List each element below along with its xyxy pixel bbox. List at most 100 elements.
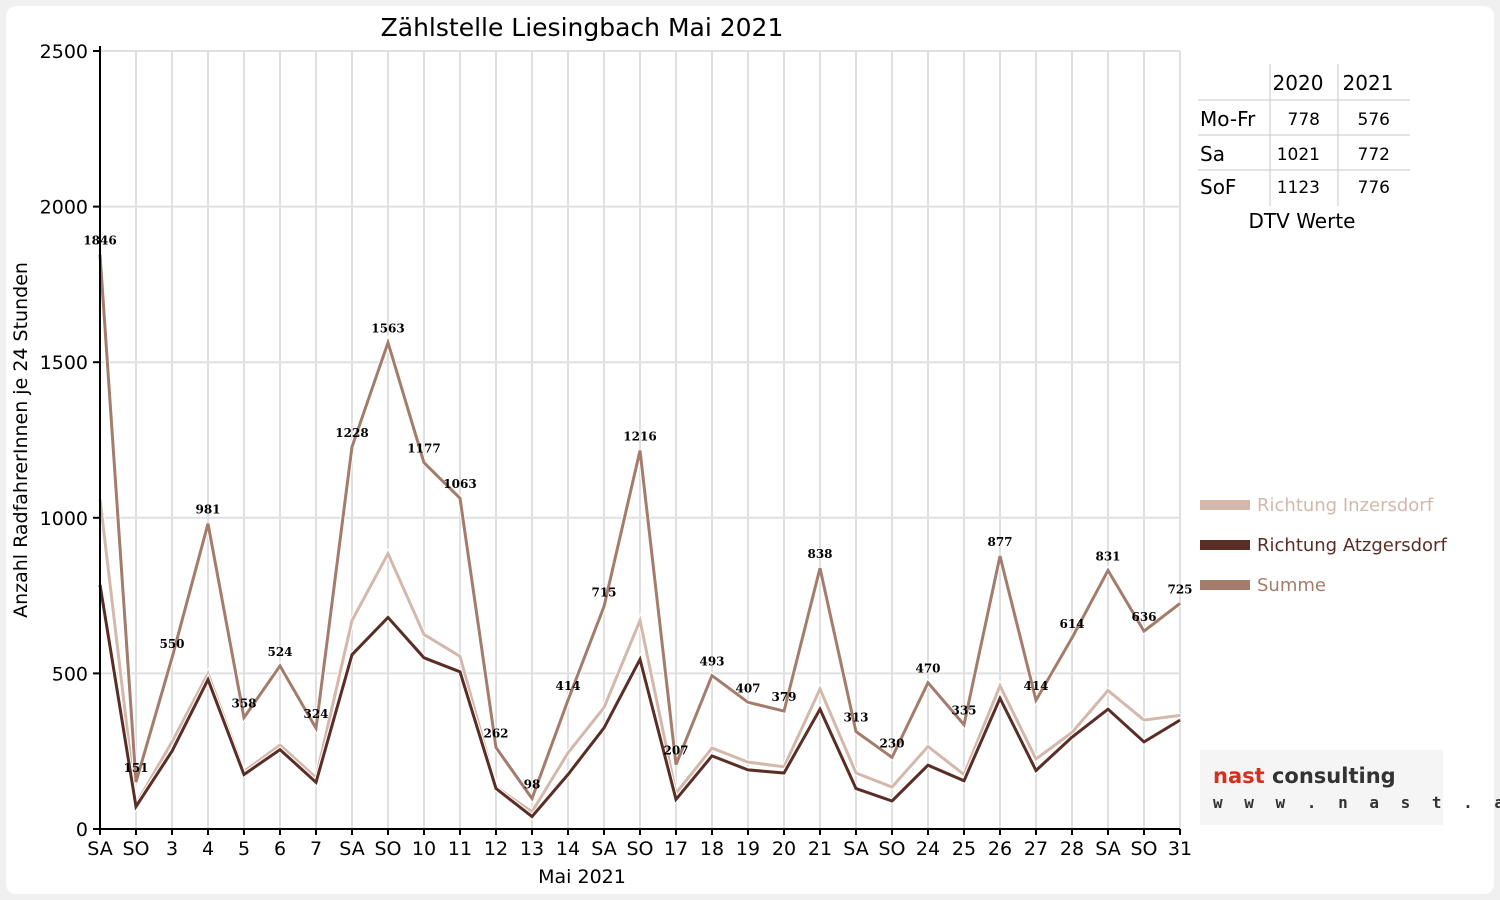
x-tick-label: 5 bbox=[238, 838, 250, 860]
data-label: 981 bbox=[195, 503, 220, 517]
chart-frame bbox=[6, 6, 1494, 894]
x-axis-label: Mai 2021 bbox=[538, 866, 626, 888]
data-label: 1216 bbox=[623, 430, 656, 444]
legend-swatch bbox=[1200, 580, 1250, 590]
data-label: 414 bbox=[555, 679, 580, 693]
data-label: 614 bbox=[1059, 617, 1084, 631]
dtv-value: 772 bbox=[1358, 145, 1390, 165]
data-label: 725 bbox=[1167, 582, 1192, 596]
data-label: 151 bbox=[123, 761, 148, 775]
axes bbox=[99, 46, 1180, 830]
y-tick-label: 0 bbox=[76, 819, 88, 841]
y-tick-label: 500 bbox=[52, 663, 88, 685]
data-labels: 1846151550981358524324122815631177106326… bbox=[83, 234, 1192, 792]
y-tick-label: 1500 bbox=[40, 352, 88, 374]
data-label: 715 bbox=[591, 585, 616, 599]
x-tick-label: SA bbox=[87, 838, 112, 860]
dtv-table: 2020 2021 Mo-Fr 778 576 Sa 1021 772 SoF … bbox=[1198, 64, 1410, 233]
nast-logo: nast consulting w w w . n a s t . a t bbox=[1200, 750, 1500, 825]
x-tick-label: 7 bbox=[310, 838, 322, 860]
x-tick-label: SO bbox=[878, 838, 905, 860]
x-tick-label: SO bbox=[626, 838, 653, 860]
x-tick-label: 19 bbox=[736, 838, 760, 860]
x-tick-label: 4 bbox=[202, 838, 214, 860]
x-tick-label: SA bbox=[843, 838, 868, 860]
x-tick-label: 31 bbox=[1168, 838, 1192, 860]
dtv-row-label: Mo-Fr bbox=[1200, 107, 1256, 131]
series-line-richtung-inzersdorf bbox=[98, 498, 1181, 815]
data-label: 207 bbox=[663, 744, 688, 758]
x-tick-label: SA bbox=[591, 838, 616, 860]
data-label: 324 bbox=[303, 707, 328, 721]
logo-url: w w w . n a s t . a t bbox=[1213, 793, 1500, 812]
x-tick-label: SO bbox=[122, 838, 149, 860]
series-line-richtung-atzgersdorf bbox=[98, 584, 1181, 819]
data-label: 358 bbox=[231, 697, 256, 711]
x-tick-label: 20 bbox=[772, 838, 796, 860]
dtv-caption: DTV Werte bbox=[1249, 209, 1356, 233]
x-tick-label: 27 bbox=[1024, 838, 1048, 860]
x-tick-label: 10 bbox=[412, 838, 436, 860]
chart-title: Zählstelle Liesingbach Mai 2021 bbox=[381, 13, 784, 42]
x-tick-label: 6 bbox=[274, 838, 286, 860]
data-label: 493 bbox=[699, 655, 724, 669]
data-label: 335 bbox=[951, 704, 976, 718]
y-axis-label: Anzahl RadfahrerInnen je 24 Stunden bbox=[10, 262, 32, 618]
series-lines bbox=[97, 254, 1182, 821]
x-tick-label: 17 bbox=[664, 838, 688, 860]
dtv-row-label: SoF bbox=[1200, 175, 1236, 199]
data-label: 1177 bbox=[407, 442, 440, 456]
x-tick-label: 28 bbox=[1060, 838, 1084, 860]
data-label: 379 bbox=[771, 690, 796, 704]
data-label: 313 bbox=[843, 711, 868, 725]
data-label: 524 bbox=[267, 645, 292, 659]
logo-name: nast consulting bbox=[1213, 764, 1396, 788]
data-label: 1563 bbox=[371, 322, 404, 336]
legend-swatch bbox=[1200, 540, 1250, 550]
dtv-header-2020: 2020 bbox=[1273, 71, 1324, 95]
dtv-value: 778 bbox=[1288, 110, 1320, 130]
x-tick-label: 11 bbox=[448, 838, 472, 860]
dtv-row-label: Sa bbox=[1200, 142, 1225, 166]
x-tick-label: SO bbox=[1130, 838, 1157, 860]
data-label: 407 bbox=[735, 681, 760, 695]
data-label: 230 bbox=[879, 736, 904, 750]
data-label: 877 bbox=[987, 535, 1012, 549]
legend-label: Richtung Atzgersdorf bbox=[1257, 535, 1447, 556]
series-line-summe bbox=[98, 254, 1181, 802]
dtv-value: 776 bbox=[1358, 178, 1390, 198]
legend-label: Summe bbox=[1257, 575, 1326, 596]
x-tick-label: 21 bbox=[808, 838, 832, 860]
x-tick-label: 26 bbox=[988, 838, 1012, 860]
data-label: 636 bbox=[1131, 610, 1156, 624]
data-label: 1228 bbox=[335, 426, 368, 440]
data-label: 550 bbox=[159, 637, 184, 651]
legend-swatch bbox=[1200, 500, 1250, 510]
data-label: 831 bbox=[1095, 549, 1120, 563]
data-label: 470 bbox=[915, 662, 940, 676]
data-label: 1063 bbox=[443, 477, 476, 491]
x-tick-label: 24 bbox=[916, 838, 940, 860]
data-label: 98 bbox=[524, 778, 541, 792]
data-label: 414 bbox=[1023, 679, 1048, 693]
x-tick-label: SO bbox=[374, 838, 401, 860]
x-tick-label: 14 bbox=[556, 838, 580, 860]
dtv-header-2021: 2021 bbox=[1343, 71, 1394, 95]
y-tick-label: 1000 bbox=[40, 508, 88, 530]
x-tick-label: 25 bbox=[952, 838, 976, 860]
x-tick-label: SA bbox=[339, 838, 364, 860]
x-tick-label: 18 bbox=[700, 838, 724, 860]
legend: Richtung Inzersdorf Richtung Atzgersdorf S… bbox=[1200, 495, 1447, 596]
x-tick-label: 13 bbox=[520, 838, 544, 860]
x-tick-label: SA bbox=[1095, 838, 1120, 860]
x-tick-label: 12 bbox=[484, 838, 508, 860]
x-axis-ticks: SA SO 3 4 5 6 7 SA SO 10 11 12 13 14 SA SO 17 18 19 20 21 SA S… bbox=[87, 829, 1192, 860]
y-tick-label: 2000 bbox=[40, 197, 88, 219]
data-label: 838 bbox=[807, 547, 832, 561]
x-tick-label: 3 bbox=[166, 838, 178, 860]
legend-label: Richtung Inzersdorf bbox=[1257, 495, 1434, 516]
data-label: 262 bbox=[483, 726, 508, 740]
logo-background bbox=[1200, 750, 1443, 825]
dtv-value: 576 bbox=[1358, 110, 1390, 130]
